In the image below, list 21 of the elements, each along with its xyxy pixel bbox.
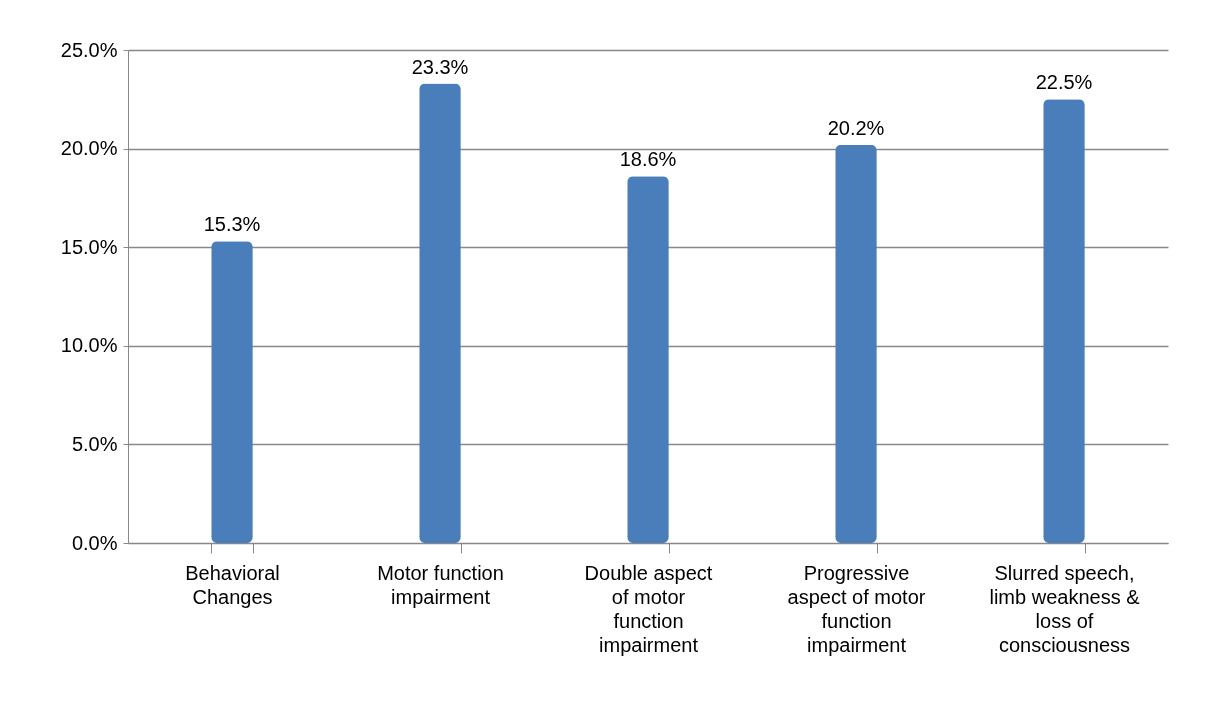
- y-tick-label: 20.0%: [60, 137, 118, 160]
- x-tick-label: Double aspect of motor function impairment: [584, 561, 713, 656]
- x-tick-label: Slurred speech, limb weakness & loss of consciousness: [989, 561, 1141, 656]
- bar: [1043, 99, 1085, 543]
- bar: [211, 241, 253, 543]
- data-label: 20.2%: [827, 116, 885, 139]
- bar: [419, 83, 461, 543]
- x-tick-label: Motor function impairment: [377, 561, 504, 608]
- bar: [835, 144, 877, 543]
- y-tick-label: 15.0%: [60, 235, 118, 258]
- data-label: 23.3%: [411, 55, 469, 78]
- y-tick-label: 5.0%: [71, 432, 118, 455]
- data-label: 18.6%: [619, 148, 677, 171]
- x-tick-label: Behavioral Changes: [185, 561, 280, 608]
- x-tick-label: Progressive aspect of motor function impairment: [787, 561, 926, 656]
- y-tick-label: 10.0%: [60, 334, 118, 357]
- data-label: 22.5%: [1035, 71, 1093, 94]
- bar: [627, 176, 669, 543]
- y-tick-label: 25.0%: [60, 38, 118, 61]
- y-tick-label: 0.0%: [71, 531, 118, 554]
- data-label: 15.3%: [203, 213, 261, 236]
